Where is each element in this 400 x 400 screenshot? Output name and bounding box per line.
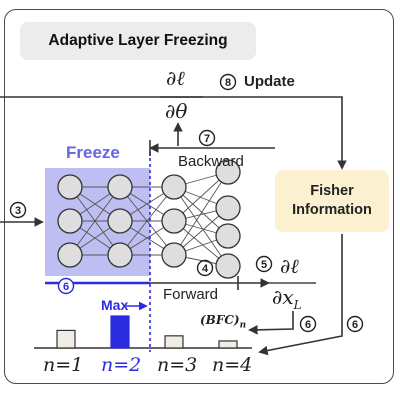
node	[215, 159, 241, 185]
node	[161, 242, 187, 268]
bfc-subscript: n	[239, 320, 247, 331]
backward-label: Backward	[178, 153, 244, 170]
diagram-frame	[4, 9, 394, 384]
step-fisher-out-number: 6	[352, 319, 358, 331]
node	[107, 208, 133, 234]
node	[161, 208, 187, 234]
freeze-label: Freeze	[66, 143, 120, 162]
step-update-number: 8	[225, 77, 231, 89]
fisher-line-1: Fisher	[310, 183, 354, 199]
fisher-line-2: Information	[292, 202, 372, 218]
dx-subscript: L	[293, 298, 302, 312]
fisher-output-arrow	[258, 234, 343, 356]
bar-n=4	[218, 340, 238, 349]
n-label-2: n=2	[101, 354, 142, 376]
bar-n=2	[110, 315, 130, 349]
n-label-1: n=1	[43, 354, 84, 376]
step-partial-number: 5	[261, 259, 267, 271]
diagram-title: Adaptive Layer Freezing	[20, 22, 256, 60]
node	[107, 242, 133, 268]
network-edges	[69, 171, 229, 267]
bfc-text: (BFC)	[200, 313, 240, 327]
node	[161, 174, 187, 200]
node	[215, 195, 241, 221]
step-forward-number: 4	[202, 263, 209, 275]
forward-label: Forward	[163, 286, 219, 303]
dl-dx-numerator: ∂ℓ	[280, 254, 299, 278]
update-label: Update	[244, 73, 295, 90]
n-label-3: n=3	[157, 354, 198, 376]
step-layer-select-number: 6	[63, 281, 69, 293]
network-nodes	[57, 159, 241, 279]
bfc-label: (BFC)n	[200, 313, 246, 330]
node	[57, 242, 83, 268]
node	[215, 223, 241, 249]
step-bfc-number: 6	[305, 319, 311, 331]
node	[107, 174, 133, 200]
bar-n=1	[56, 329, 76, 349]
node	[57, 174, 83, 200]
bar-chart-bars	[56, 315, 238, 349]
update-arrow	[0, 96, 347, 170]
step-markers: 8 7 3 4 5 6 6 6	[9, 73, 364, 333]
step-backward-number: 7	[204, 133, 210, 145]
dl-numerator: ∂ℓ	[166, 66, 185, 90]
dx-text: ∂x	[272, 285, 294, 309]
n-label-4: n=4	[212, 354, 253, 376]
bfc-arrow	[248, 311, 294, 335]
bar-n=3	[164, 335, 184, 349]
max-label: Max	[101, 297, 129, 313]
step-input-number: 3	[15, 205, 21, 217]
dx-denominator: ∂xL	[272, 285, 302, 312]
node	[215, 253, 241, 279]
fisher-information-box: Fisher Information	[275, 170, 389, 232]
node	[57, 208, 83, 234]
dtheta-denominator: ∂θ	[165, 99, 188, 123]
